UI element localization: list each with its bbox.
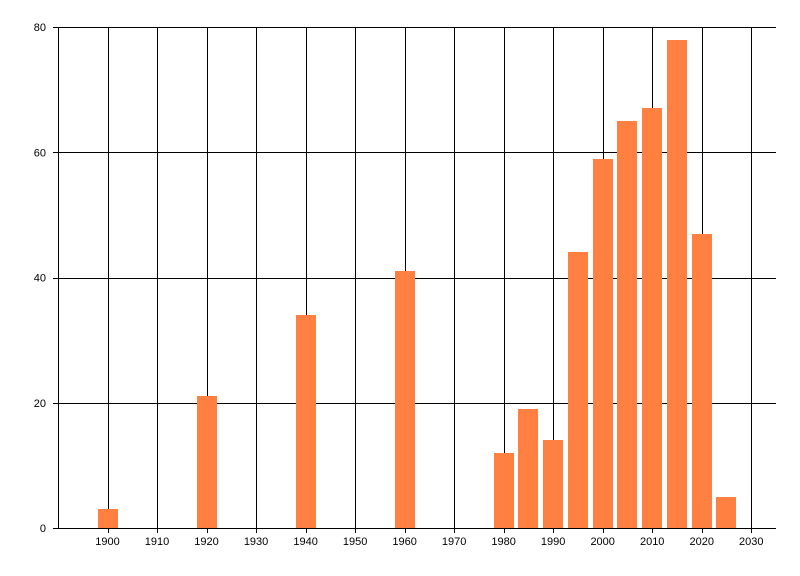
y-tick-labels: 0 20 40 60 80 bbox=[34, 22, 46, 535]
x-tick-label: 2010 bbox=[640, 536, 664, 548]
y-tick-label: 40 bbox=[34, 273, 46, 285]
bar-1990 bbox=[543, 440, 563, 528]
x-tick-label: 2020 bbox=[689, 536, 713, 548]
bar-1995 bbox=[568, 252, 588, 528]
y-tick-label: 0 bbox=[40, 523, 46, 535]
x-tick-label: 2000 bbox=[590, 536, 614, 548]
bar-1900 bbox=[98, 509, 118, 528]
x-tick-label: 1990 bbox=[541, 536, 565, 548]
bars bbox=[98, 40, 736, 528]
x-tick-labels: 1900 1910 1920 1930 1940 1950 1960 1970 1980 1990… bbox=[95, 536, 763, 548]
bar-1980 bbox=[494, 453, 514, 528]
x-tick-label: 1940 bbox=[293, 536, 317, 548]
x-tick-label: 1960 bbox=[392, 536, 416, 548]
bar-1960 bbox=[395, 271, 415, 528]
x-tick-label: 2030 bbox=[739, 536, 763, 548]
bar-2000 bbox=[593, 159, 613, 528]
bar-2020 bbox=[692, 234, 712, 528]
bar-2025 bbox=[716, 497, 736, 528]
y-tick-label: 20 bbox=[34, 398, 46, 410]
x-tick-label: 1970 bbox=[442, 536, 466, 548]
y-tick-label: 80 bbox=[34, 22, 46, 34]
bar-2015 bbox=[667, 40, 687, 528]
bar-1940 bbox=[296, 315, 316, 528]
x-tick-label: 1950 bbox=[343, 536, 367, 548]
bar-1985 bbox=[518, 409, 538, 528]
x-tick-label: 1920 bbox=[194, 536, 218, 548]
x-tick-label: 1980 bbox=[491, 536, 515, 548]
x-tick-label: 1900 bbox=[95, 536, 119, 548]
bar-1920 bbox=[197, 396, 217, 528]
x-tick-label: 1910 bbox=[145, 536, 169, 548]
bar-2010 bbox=[642, 108, 662, 528]
axes bbox=[53, 27, 776, 533]
y-tick-label: 60 bbox=[34, 147, 46, 159]
bar-2005 bbox=[617, 121, 637, 528]
x-tick-label: 1930 bbox=[244, 536, 268, 548]
